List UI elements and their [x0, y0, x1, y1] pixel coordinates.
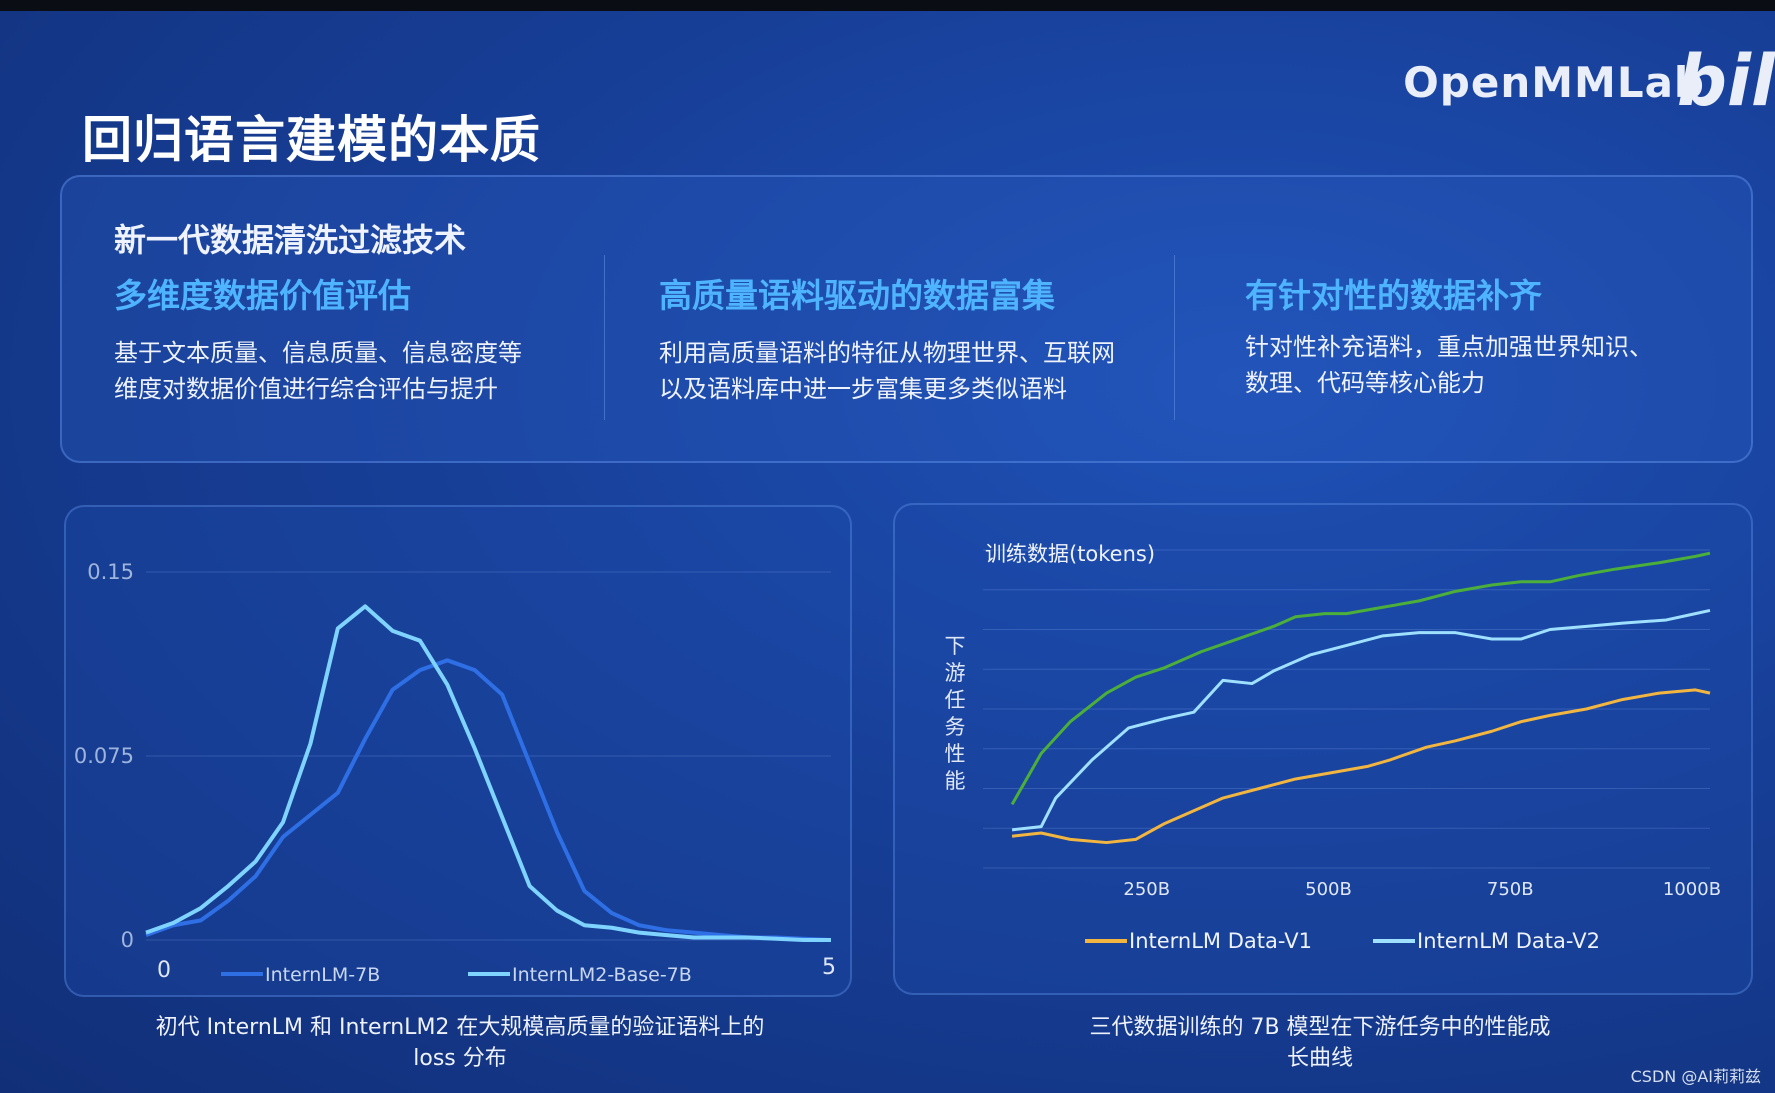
right-caption: 三代数据训练的 7B 模型在下游任务中的性能成 长曲线 [1040, 1012, 1600, 1074]
csdn-watermark: CSDN @AI莉莉兹 [1630, 1067, 1761, 1086]
column-text-line: 针对性补充语料，重点加强世界知识、 [1245, 333, 1653, 361]
column-text-line: 维度对数据价值进行综合评估与提升 [114, 375, 498, 403]
loss-distribution-card: 0.15 0.075 0 0 5 InternLM-7B InternLM2-Base-7B [64, 505, 852, 997]
x-tick-label: 5 [822, 955, 836, 980]
y-axis-label-char: 下 [945, 634, 966, 658]
column-text-line: 以及语料库中进一步富集更多类似语料 [659, 375, 1067, 403]
column-text: 针对性补充语料，重点加强世界知识、 数理、代码等核心能力 [1245, 329, 1653, 401]
column-heading: 高质量语料驱动的数据富集 [659, 276, 1055, 315]
column-heading: 多维度数据价值评估 [114, 276, 411, 315]
slide-title: 回归语言建模的本质 [82, 111, 541, 169]
legend-label: InternLM Data-V2 [1417, 929, 1600, 953]
column-text: 利用高质量语料的特征从物理世界、互联网 以及语料库中进一步富集更多类似语料 [659, 335, 1115, 407]
y-tick-label: 0 [121, 928, 134, 952]
left-caption: 初代 InternLM 和 InternLM2 在大规模高质量的验证语料上的 l… [100, 1012, 820, 1074]
openmmlab-logo: OpenMMLab [1403, 58, 1705, 107]
x-tick-label: 1000B [1663, 879, 1721, 900]
caption-line: 长曲线 [1286, 1046, 1353, 1071]
y-tick-label: 0.075 [74, 744, 134, 768]
column-text-line: 数理、代码等核心能力 [1245, 369, 1485, 397]
column-text: 基于文本质量、信息质量、信息密度等 维度对数据价值进行综合评估与提升 [114, 335, 522, 407]
panel-title: 新一代数据清洗过滤技术 [114, 221, 467, 259]
caption-line: loss 分布 [413, 1046, 507, 1071]
column-value-evaluation: 多维度数据价值评估 基于文本质量、信息质量、信息密度等 维度对数据价值进行综合评… [114, 269, 522, 407]
column-data-enrichment: 高质量语料驱动的数据富集 利用高质量语料的特征从物理世界、互联网 以及语料库中进… [659, 269, 1115, 407]
series-line-2 [145, 604, 831, 942]
performance-growth-card: 训练数据(tokens) 下游任务性能 250B 500B 750B 1000B Inter… [893, 503, 1753, 995]
y-axis-label-char: 能 [945, 769, 966, 793]
x-tick-label: 250B [1123, 879, 1170, 900]
top-bar [0, 0, 1775, 11]
loss-distribution-chart: 0.15 0.075 00 5 InternLM-7B InternLM2-Base-7B [74, 560, 836, 986]
legend-label: InternLM Data-V1 [1129, 929, 1312, 953]
column-data-supplement: 有针对性的数据补齐 针对性补充语料，重点加强世界知识、 数理、代码等核心能力 [1245, 269, 1653, 401]
series-line-1 [1010, 551, 1711, 806]
column-divider [604, 255, 605, 420]
y-axis-label-char: 游 [945, 661, 966, 685]
y-axis-label-char: 性 [945, 742, 966, 766]
column-heading: 有针对性的数据补齐 [1245, 276, 1542, 315]
x-tick-label: 0 [157, 958, 171, 983]
x-tick-label: 500B [1305, 879, 1352, 900]
y-axis-label-char: 任 [945, 688, 966, 712]
legend-label: InternLM2-Base-7B [512, 964, 692, 986]
series-line-1 [145, 658, 832, 942]
x-tick-label: 750B [1487, 879, 1534, 900]
series-line-3 [1011, 688, 1711, 845]
bilibili-logo: bil [1676, 40, 1775, 122]
caption-line: 初代 InternLM 和 InternLM2 在大规模高质量的验证语料上的 [155, 1015, 765, 1040]
column-divider [1174, 255, 1175, 420]
chart-title: 训练数据(tokens) [985, 542, 1155, 566]
y-tick-label: 0.15 [87, 560, 134, 584]
caption-line: 三代数据训练的 7B 模型在下游任务中的性能成 [1089, 1015, 1551, 1040]
y-axis-label-char: 务 [945, 715, 966, 739]
column-text-line: 利用高质量语料的特征从物理世界、互联网 [659, 339, 1115, 367]
column-text-line: 基于文本质量、信息质量、信息密度等 [114, 339, 522, 367]
legend-label: InternLM-7B [265, 964, 380, 986]
series-line-2 [1011, 608, 1711, 832]
technique-panel: 新一代数据清洗过滤技术 多维度数据价值评估 基于文本质量、信息质量、信息密度等 … [60, 175, 1753, 463]
